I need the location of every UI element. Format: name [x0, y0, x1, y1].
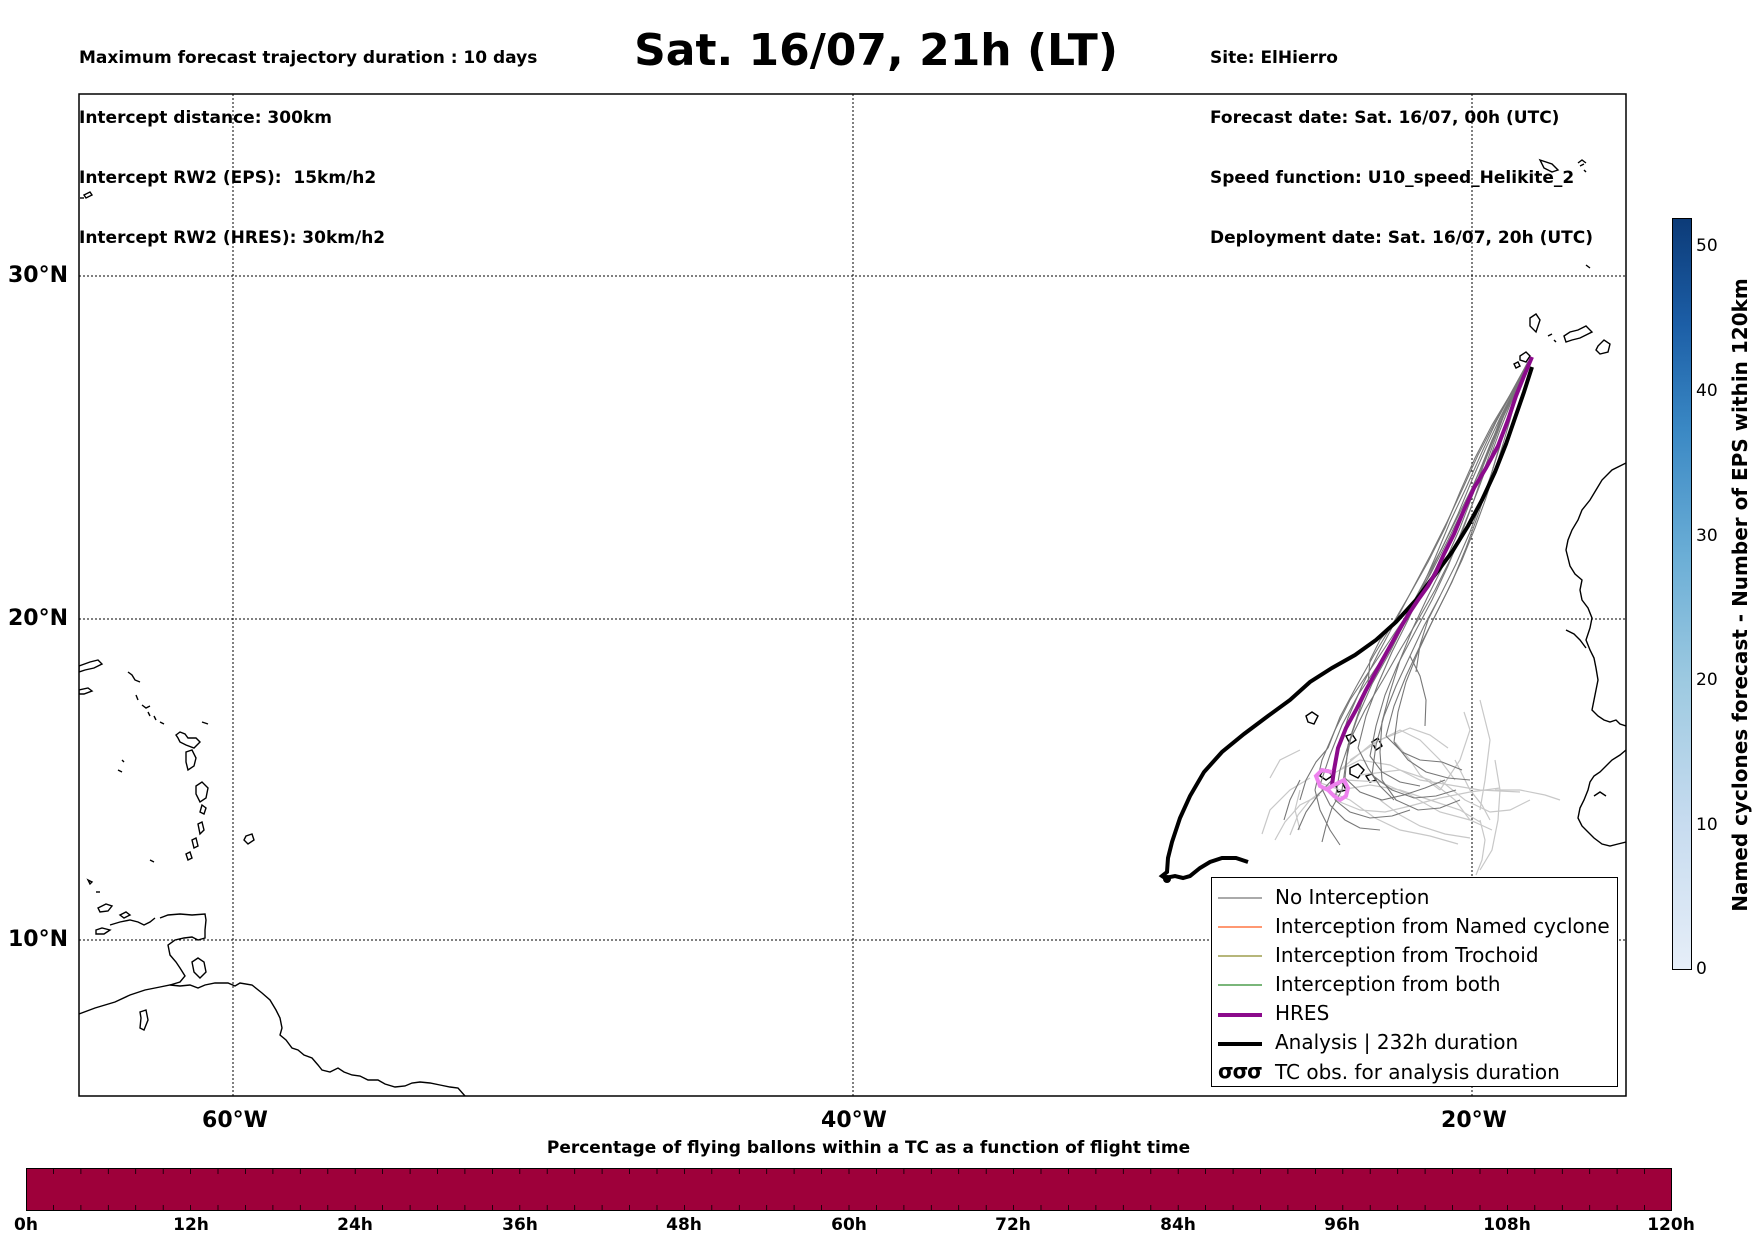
info-left: Maximum forecast trajectory duration : 1…: [79, 8, 537, 268]
thin-green-line-icon: [1218, 984, 1262, 986]
legend-item-tc-obs: σσσ TC obs. for analysis duration: [1212, 1058, 1617, 1087]
lat-label-10n: 10°N: [8, 927, 69, 952]
flight-time-tick-120h: 120h: [1647, 1215, 1695, 1235]
legend-item-hres: HRES: [1212, 999, 1617, 1028]
lon-label-60w: 60°W: [202, 1108, 268, 1133]
legend-item-no-interception: No Interception: [1212, 883, 1617, 912]
legend-label: HRES: [1275, 1001, 1330, 1025]
colorbar-cyclones-label: Named cyclones forecast - Number of EPS …: [1728, 278, 1752, 912]
analysis-track: [1158, 366, 1534, 881]
intercept-hres-text: Intercept RW2 (HRES): 30km/h2: [79, 228, 386, 248]
map-title: Sat. 16/07, 21h (LT): [634, 25, 1118, 76]
legend: No Interception Interception from Named …: [1211, 877, 1618, 1087]
legend-label: No Interception: [1275, 885, 1430, 909]
flight-time-tick-84h: 84h: [1160, 1215, 1196, 1235]
intercept-eps-text: Intercept RW2 (EPS): 15km/h2: [79, 168, 377, 188]
colorbar-tick-30: 30: [1696, 526, 1718, 546]
flight-time-tick-24h: 24h: [337, 1215, 373, 1235]
legend-item-named-cyclone: Interception from Named cyclone: [1212, 912, 1617, 941]
coastline-caribbean: [79, 191, 466, 1096]
flight-time-tick-96h: 96h: [1324, 1215, 1360, 1235]
coastline-africa: [1305, 158, 1626, 847]
legend-label: Interception from both: [1275, 972, 1501, 996]
colorbar-tick-20: 20: [1696, 670, 1718, 690]
legend-label: Analysis | 232h duration: [1275, 1030, 1519, 1054]
colorbar-cyclones: [1672, 218, 1692, 970]
cyclone-symbol-icon: σσσ: [1218, 1059, 1263, 1083]
flight-time-bar-title: Percentage of flying ballons within a TC…: [546, 1138, 1191, 1158]
thin-olive-line-icon: [1218, 955, 1262, 957]
thin-orange-line-icon: [1218, 926, 1262, 928]
deployment-date-text: Deployment date: Sat. 16/07, 20h (UTC): [1210, 228, 1594, 248]
lon-label-40w: 40°W: [821, 1108, 887, 1133]
colorbar-tick-10: 10: [1696, 815, 1718, 835]
map-content: [79, 94, 1626, 1096]
legend-label: Interception from Trochoid: [1275, 943, 1539, 967]
legend-label: Interception from Named cyclone: [1275, 914, 1610, 938]
map-frame: [78, 93, 1627, 1097]
eps-members-early: [1261, 699, 1561, 876]
info-right: Site: ElHierro Forecast date: Sat. 16/07…: [1210, 8, 1593, 268]
colorbar-tick-50: 50: [1696, 236, 1718, 256]
flight-time-tick-60h: 60h: [831, 1215, 867, 1235]
lat-label-30n: 30°N: [8, 263, 69, 288]
intercept-distance-text: Intercept distance: 300km: [79, 108, 332, 128]
flight-time-tick-12h: 12h: [173, 1215, 209, 1235]
forecast-date-text: Forecast date: Sat. 16/07, 00h (UTC): [1210, 108, 1560, 128]
legend-item-trochoid: Interception from Trochoid: [1212, 941, 1617, 970]
flight-time-tick-72h: 72h: [995, 1215, 1031, 1235]
colorbar-tick-40: 40: [1696, 381, 1718, 401]
flight-time-tick-0h: 0h: [14, 1215, 38, 1235]
legend-label: TC obs. for analysis duration: [1275, 1060, 1560, 1084]
max-duration-text: Maximum forecast trajectory duration : 1…: [79, 48, 538, 68]
thin-gray-line-icon: [1218, 897, 1262, 899]
thick-black-line-icon: [1218, 1042, 1262, 1046]
analysis-start-point: [1163, 875, 1171, 883]
colorbar-tick-0: 0: [1696, 959, 1707, 979]
speed-function-text: Speed function: U10_speed_Helikite_2: [1210, 168, 1575, 188]
flight-time-tick-108h: 108h: [1483, 1215, 1531, 1235]
flight-time-bar-ticks: [52, 1168, 1645, 1211]
hres-track: [1330, 356, 1534, 786]
legend-item-both: Interception from both: [1212, 970, 1617, 999]
lat-label-20n: 20°N: [8, 606, 69, 631]
site-text: Site: ElHierro: [1210, 48, 1338, 68]
hres-loop: [1313, 767, 1351, 803]
thick-purple-line-icon: [1218, 1013, 1262, 1017]
legend-item-analysis: Analysis | 232h duration: [1212, 1028, 1617, 1057]
lon-label-20w: 20°W: [1441, 1108, 1507, 1133]
flight-time-tick-48h: 48h: [666, 1215, 702, 1235]
flight-time-tick-36h: 36h: [502, 1215, 538, 1235]
